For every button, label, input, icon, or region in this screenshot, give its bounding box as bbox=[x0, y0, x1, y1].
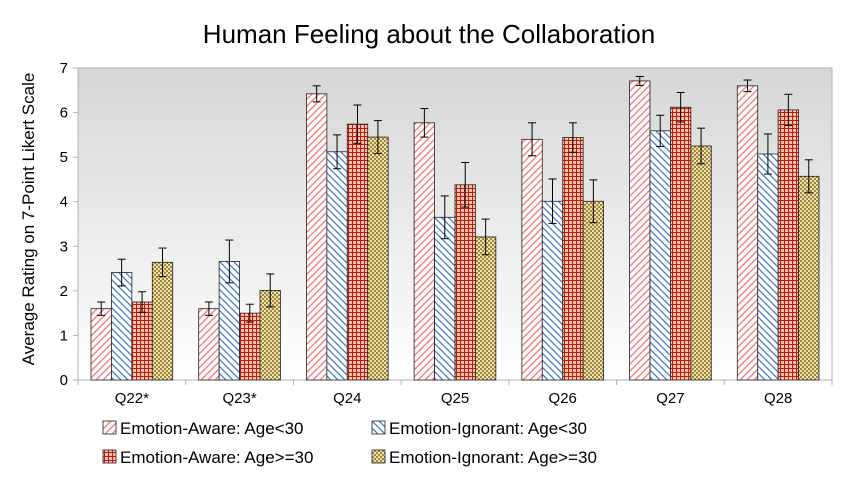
bar bbox=[798, 175, 820, 381]
x-tick-label: Q25 bbox=[441, 390, 469, 407]
bar bbox=[690, 145, 712, 381]
legend-label: Emotion-Ignorant: Age<30 bbox=[389, 419, 587, 438]
bar bbox=[434, 216, 456, 381]
bar bbox=[111, 272, 133, 381]
bar bbox=[736, 85, 759, 381]
y-tick-label: 6 bbox=[60, 105, 68, 122]
legend-label: Emotion-Aware: Age<30 bbox=[120, 419, 304, 438]
bar bbox=[367, 136, 389, 381]
x-tick-label: Q28 bbox=[764, 390, 792, 407]
bar bbox=[198, 308, 220, 381]
legend-swatch bbox=[371, 449, 386, 464]
bar bbox=[777, 109, 799, 381]
bar bbox=[649, 130, 671, 381]
bar bbox=[346, 123, 369, 381]
legend: Emotion-Aware: Age<30 Emotion-Ignorant: A… bbox=[102, 419, 597, 467]
bars bbox=[90, 80, 820, 381]
x-tick-label: Q22* bbox=[115, 390, 149, 407]
bar bbox=[326, 151, 348, 381]
y-tick-label: 7 bbox=[60, 60, 68, 77]
y-tick-label: 1 bbox=[60, 327, 68, 344]
legend-swatch bbox=[102, 420, 117, 435]
bar bbox=[562, 137, 584, 381]
x-tick-label: Q27 bbox=[656, 390, 684, 407]
bar bbox=[521, 138, 543, 381]
legend-label: Emotion-Ignorant: Age>=30 bbox=[389, 448, 597, 467]
x-tick-label: Q24 bbox=[333, 390, 361, 407]
y-tick-label: 3 bbox=[60, 238, 68, 255]
bar bbox=[670, 106, 692, 381]
chart-title: Human Feeling about the Collaboration bbox=[203, 19, 655, 49]
bar bbox=[541, 200, 564, 381]
bar bbox=[454, 184, 476, 381]
legend-swatch bbox=[371, 420, 386, 435]
bar bbox=[582, 200, 604, 381]
y-tick-label: 0 bbox=[60, 372, 68, 389]
bar bbox=[90, 308, 112, 381]
bar bbox=[475, 236, 497, 381]
y-tick-label: 5 bbox=[60, 149, 68, 166]
x-axis: Q22* Q23* Q24 Q25 Q26 Q27 Q28 bbox=[77, 380, 833, 407]
bar bbox=[757, 153, 779, 381]
y-axis-label: Average Rating on 7-Point Likert Scale bbox=[19, 73, 38, 366]
y-axis: 0 1 2 3 4 5 6 7 bbox=[60, 60, 78, 389]
y-tick-label: 4 bbox=[60, 194, 68, 211]
bar bbox=[629, 80, 651, 381]
bar bbox=[413, 122, 435, 381]
legend-swatch bbox=[102, 449, 117, 464]
y-tick-label: 2 bbox=[60, 283, 68, 300]
error-bars bbox=[97, 75, 813, 323]
x-tick-label: Q26 bbox=[549, 390, 577, 407]
legend-label: Emotion-Aware: Age>=30 bbox=[120, 448, 313, 467]
bar bbox=[131, 301, 153, 381]
bar bbox=[306, 93, 328, 381]
bar bbox=[151, 261, 174, 381]
bar bbox=[239, 312, 261, 381]
x-tick-label: Q23* bbox=[222, 390, 256, 407]
